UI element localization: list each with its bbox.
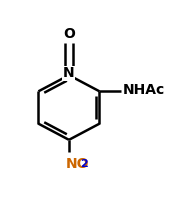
Text: NHAc: NHAc xyxy=(123,83,165,97)
Text: 2: 2 xyxy=(81,159,88,169)
Text: O: O xyxy=(63,27,75,41)
Text: NO: NO xyxy=(65,157,89,171)
Text: N: N xyxy=(63,66,75,80)
